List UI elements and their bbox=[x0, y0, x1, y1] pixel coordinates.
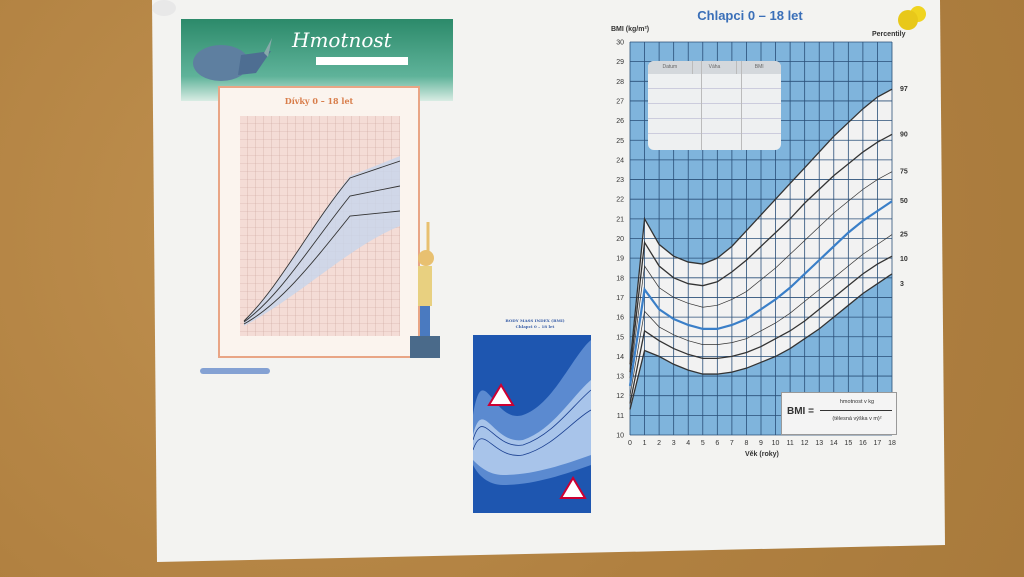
y-tick-label: 29 bbox=[616, 59, 624, 66]
x-tick-label: 6 bbox=[715, 440, 719, 447]
table-row bbox=[648, 74, 781, 89]
percentile-label-97: 97 bbox=[900, 86, 908, 93]
percentile-curve-10 bbox=[629, 255, 893, 404]
formula-denominator: (tělesná výška v m)² bbox=[832, 416, 882, 422]
x-tick-label: 14 bbox=[830, 440, 838, 447]
yellow-pushpin bbox=[898, 10, 918, 30]
warning-icon bbox=[559, 476, 587, 499]
banner-title: Hmotnost bbox=[292, 28, 392, 52]
x-tick-label: 13 bbox=[815, 440, 823, 447]
percentile-label-90: 90 bbox=[900, 131, 908, 138]
percentile-curve-50 bbox=[628, 200, 893, 387]
table-header-date: Datum bbox=[648, 61, 693, 74]
left-footer-logo bbox=[200, 368, 270, 374]
bmi-mini-chart bbox=[473, 335, 591, 513]
bmi-mini-title-line1: BODY MASS INDEX (BMI) bbox=[505, 318, 565, 323]
girls-chart-title: Dívky 0 – 18 let bbox=[284, 96, 354, 106]
x-tick-label: 16 bbox=[859, 440, 867, 447]
table-header-weight: Váha bbox=[693, 61, 738, 74]
girls-chart-plot bbox=[240, 116, 400, 336]
x-tick-label: 11 bbox=[786, 440, 793, 447]
y-tick-label: 27 bbox=[616, 98, 624, 105]
girls-weight-chart: Dívky 0 – 18 let bbox=[218, 86, 420, 358]
percentile-legend-title: Percentily bbox=[872, 31, 906, 38]
y-tick-label: 28 bbox=[616, 79, 624, 86]
table-row bbox=[648, 134, 781, 148]
x-tick-label: 15 bbox=[844, 440, 852, 447]
percentile-curve-75 bbox=[629, 171, 893, 379]
record-table: Datum Váha BMI bbox=[648, 61, 781, 150]
table-row bbox=[648, 119, 781, 134]
formula-lhs: BMI = bbox=[787, 406, 814, 417]
table-row bbox=[648, 104, 781, 119]
table-header-bmi: BMI bbox=[754, 64, 764, 70]
main-chart-title: Chlapci 0 – 18 let bbox=[697, 8, 803, 23]
x-tick-label: 10 bbox=[772, 440, 780, 447]
y-tick-label: 15 bbox=[616, 334, 624, 341]
formula-numerator: hmotnost v kg bbox=[839, 399, 875, 405]
y-tick-label: 14 bbox=[616, 354, 624, 361]
percentile-curve-25 bbox=[629, 234, 893, 396]
x-tick-label: 8 bbox=[744, 440, 748, 447]
percentile-label-25: 25 bbox=[900, 232, 908, 239]
percentile-curve-97 bbox=[629, 88, 893, 365]
x-tick-label: 17 bbox=[874, 440, 882, 447]
x-tick-label: 1 bbox=[643, 440, 647, 447]
y-tick-label: 26 bbox=[616, 118, 624, 125]
y-tick-label: 22 bbox=[616, 197, 624, 204]
y-axis-label: BMI (kg/m²) bbox=[611, 26, 650, 33]
y-tick-label: 17 bbox=[616, 295, 624, 302]
warning-icon bbox=[487, 383, 515, 406]
x-tick-label: 12 bbox=[801, 440, 809, 447]
y-tick-label: 25 bbox=[616, 138, 624, 145]
y-tick-label: 18 bbox=[616, 275, 624, 282]
y-tick-label: 30 bbox=[616, 40, 624, 47]
name-field[interactable] bbox=[316, 57, 408, 65]
y-tick-label: 12 bbox=[616, 393, 624, 400]
x-axis-label: Věk (roky) bbox=[745, 451, 779, 458]
y-tick-label: 20 bbox=[616, 236, 624, 243]
y-tick-label: 19 bbox=[616, 256, 624, 263]
bmi-mini-title-line2: Chlapci 0 – 18 let bbox=[515, 324, 555, 329]
y-tick-label: 21 bbox=[616, 216, 624, 223]
bmi-mini-title: BODY MASS INDEX (BMI) Chlapci 0 – 18 let bbox=[470, 318, 600, 330]
rhino-illustration bbox=[193, 38, 272, 81]
x-tick-label: 5 bbox=[701, 440, 705, 447]
percentile-label-50: 50 bbox=[900, 198, 908, 205]
y-tick-label: 16 bbox=[616, 315, 624, 322]
percentile-label-3: 3 bbox=[900, 281, 904, 288]
percentile-curve-3 bbox=[629, 273, 893, 410]
table-row bbox=[648, 89, 781, 104]
y-tick-label: 13 bbox=[616, 374, 624, 381]
white-pushpin bbox=[152, 0, 176, 16]
bmi-formula: BMI = hmotnost v kg (tělesná výška v m)² bbox=[781, 392, 897, 435]
y-tick-label: 23 bbox=[616, 177, 624, 184]
percentile-label-10: 10 bbox=[900, 256, 908, 263]
x-tick-label: 7 bbox=[730, 440, 734, 447]
y-tick-label: 10 bbox=[616, 433, 624, 440]
girl-illustration bbox=[410, 222, 440, 358]
percentile-label-75: 75 bbox=[900, 169, 908, 176]
y-tick-label: 11 bbox=[617, 413, 624, 420]
x-tick-label: 9 bbox=[759, 440, 763, 447]
x-tick-label: 3 bbox=[672, 440, 676, 447]
x-tick-label: 0 bbox=[628, 440, 632, 447]
x-tick-label: 4 bbox=[686, 440, 690, 447]
x-tick-label: 18 bbox=[888, 440, 896, 447]
y-tick-label: 24 bbox=[616, 157, 624, 164]
x-tick-label: 2 bbox=[657, 440, 661, 447]
percentile-curve-90 bbox=[629, 133, 893, 373]
